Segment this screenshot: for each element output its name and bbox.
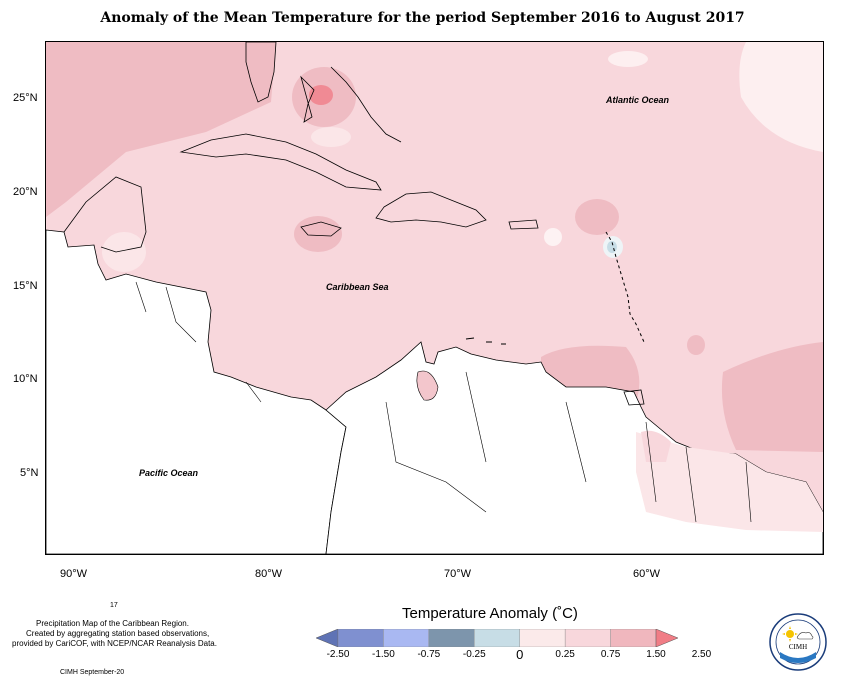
- footnote-line3: provided by CariCOF, with NCEP/NCAR Rean…: [12, 639, 217, 648]
- land-florida: [245, 42, 277, 103]
- legend-label: -0.75: [417, 649, 441, 660]
- cimh-logo: CIMH: [768, 612, 828, 672]
- cloud-icon: [796, 632, 814, 640]
- legend-colorbar: [316, 629, 678, 647]
- island-jamaica: [300, 221, 342, 237]
- island-lesser-antilles: [605, 231, 645, 343]
- lat-tick-5: 5°N: [20, 467, 39, 479]
- anomaly-warm-trinidad: [541, 345, 640, 402]
- coast-yucatan: [63, 176, 147, 253]
- anomaly-hot-bahamas: [309, 85, 333, 105]
- footnote-line1: Precipitation Map of the Caribbean Regio…: [36, 619, 189, 628]
- lon-tick-70: 70°W: [444, 568, 472, 580]
- legend-cell: [337, 629, 384, 647]
- footnote-credit: CIMH September-20: [60, 669, 125, 676]
- lat-tick-20: 20°N: [13, 186, 38, 198]
- logo-text: CIMH: [789, 643, 807, 651]
- legend-label: -0.25: [462, 649, 486, 660]
- anomaly-light-north: [608, 51, 648, 67]
- anomaly-warm-spot: [687, 335, 705, 355]
- anomaly-light-belize: [102, 232, 146, 272]
- legend-cell-min: [316, 629, 339, 647]
- legend-cell: [564, 629, 611, 647]
- legend-label: -1.50: [372, 649, 395, 660]
- footnote-line2: Created by aggregating station based obs…: [26, 629, 210, 638]
- legend-cell: [519, 629, 566, 647]
- lake-maracaibo: [416, 370, 439, 401]
- lat-tick-15: 15°N: [13, 280, 38, 292]
- island-abc: [465, 337, 506, 345]
- anomaly-light-pr: [544, 228, 562, 246]
- legend-label: 0.25: [555, 649, 575, 660]
- legend-title: Temperature Anomaly (˚C): [402, 605, 578, 622]
- map-area: [45, 41, 824, 555]
- island-puerto-rico: [508, 219, 539, 230]
- anomaly-warm-leewards: [575, 199, 619, 235]
- legend-label: 0.75: [600, 649, 621, 660]
- wave-icon: [780, 652, 816, 663]
- legend-label: 1.50: [646, 649, 666, 660]
- map-title: Anomaly of the Mean Temperature for the …: [100, 10, 745, 26]
- lat-tick-10: 10°N: [13, 373, 38, 385]
- anomaly-warm-gulf: [46, 42, 276, 217]
- label-pacific-ocean: Pacific Ocean: [139, 468, 199, 478]
- anomaly-guyana-coast: [641, 430, 671, 462]
- label-caribbean-sea: Caribbean Sea: [326, 282, 389, 292]
- sun-icon: [782, 626, 798, 642]
- label-atlantic-ocean: Atlantic Ocean: [606, 95, 670, 105]
- legend-cell: [428, 629, 475, 647]
- lon-tick-60: 60°W: [633, 568, 661, 580]
- anomaly-light-cuba: [311, 127, 351, 147]
- island-cuba: [179, 133, 382, 191]
- anomaly-light-ne: [739, 42, 823, 152]
- legend-cell: [383, 629, 430, 647]
- footnote-number: 17: [110, 602, 118, 609]
- lat-tick-25: 25°N: [13, 92, 38, 104]
- country-borders: [135, 281, 752, 523]
- lon-tick-90: 90°W: [60, 568, 88, 580]
- island-trinidad: [623, 389, 645, 406]
- temperature-anomaly-map: [46, 42, 823, 554]
- anomaly-warm-jamaica: [294, 216, 342, 252]
- legend-cell: [474, 629, 520, 647]
- island-bahamas: [300, 66, 402, 143]
- legend-label: -2.50: [326, 649, 350, 660]
- legend-cell: [610, 629, 657, 647]
- legend-label: 2.50: [691, 649, 712, 660]
- lon-tick-80: 80°W: [255, 568, 283, 580]
- anomaly-warm-east-atlantic: [721, 342, 823, 452]
- legend-label: 0: [516, 647, 524, 662]
- anomaly-guianas: [636, 432, 823, 532]
- island-hispaniola: [375, 191, 487, 228]
- legend-cell-max: [655, 629, 678, 647]
